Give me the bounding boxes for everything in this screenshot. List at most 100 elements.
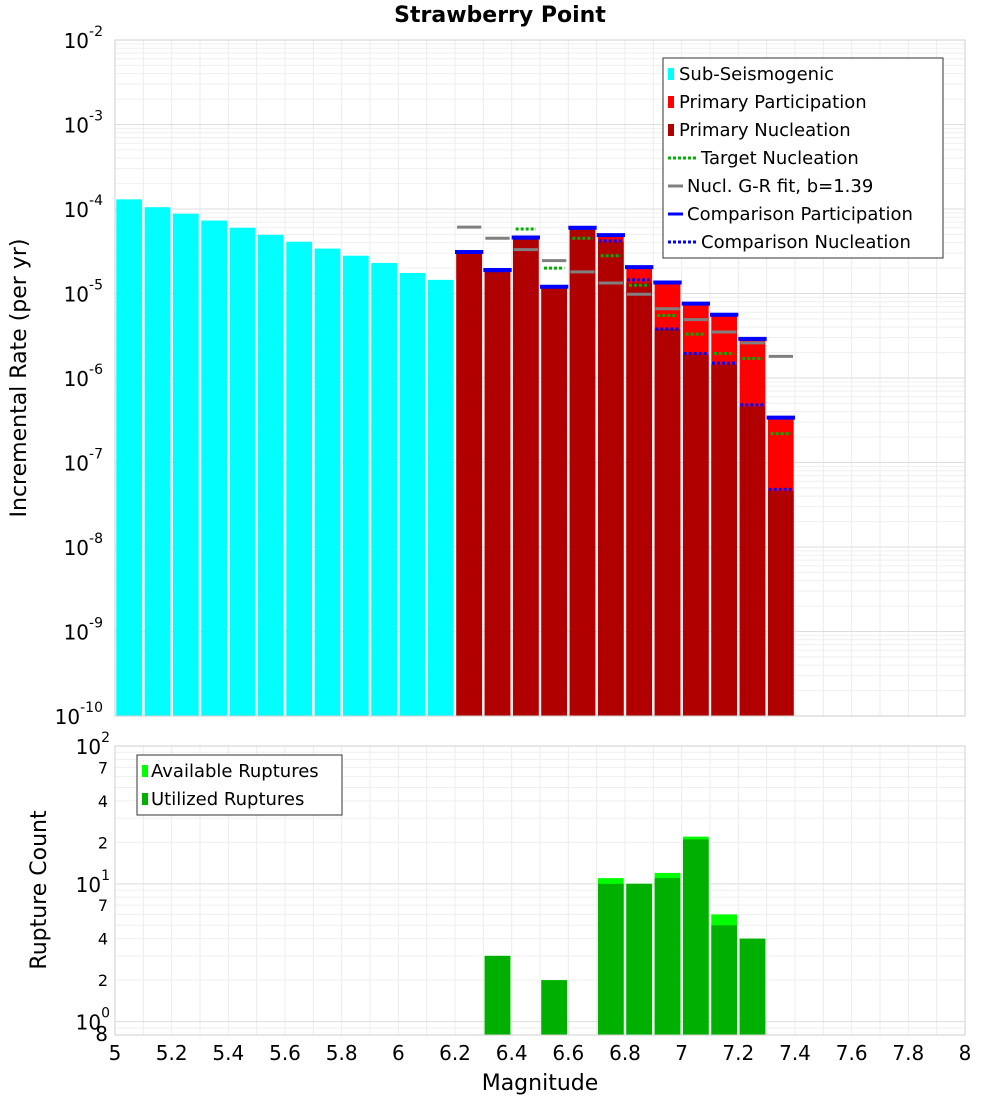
top-y-axis-title: Incremental Rate (per yr) — [7, 239, 32, 518]
sub-seismogenic-bar — [427, 279, 454, 716]
top-legend: Sub-Seismogenic Primary Participation Prim… — [662, 57, 944, 259]
legend-item: Nucl. G-R fit, b=1.39 — [668, 176, 873, 197]
bottom-y-axis-title: Rupture Count — [27, 810, 52, 970]
y-tick-label: 10-7 — [64, 447, 103, 476]
utilized-ruptures-bar — [541, 980, 568, 1035]
x-tick-label: 5.2 — [156, 1041, 188, 1065]
x-tick-label: 5.6 — [269, 1041, 301, 1065]
utilized-ruptures-bar — [711, 925, 738, 1035]
primary-nucleation-bar — [512, 238, 539, 717]
y-tick-label: 2 — [98, 971, 108, 990]
sub-seismogenic-bar — [286, 241, 313, 716]
y-tick-label: 7 — [98, 896, 108, 915]
y-tick-label: 10-4 — [64, 193, 104, 222]
primary-nucleation-bar — [767, 490, 794, 716]
primary-nucleation-bar — [739, 406, 766, 716]
sub-seismogenic-bar — [229, 227, 256, 716]
sub-seismogenic-bar — [371, 262, 398, 716]
y-tick-label: 101 — [76, 868, 110, 897]
utilized-ruptures-bar — [739, 938, 766, 1035]
legend-swatch — [142, 765, 148, 777]
utilized-ruptures-bar — [626, 883, 653, 1035]
sub-seismogenic-bar — [399, 272, 426, 716]
legend-swatch — [668, 124, 674, 136]
legend-item: Target Nucleation — [668, 148, 859, 169]
x-tick-label: 6.2 — [439, 1041, 471, 1065]
legend-label: Primary Nucleation — [679, 120, 851, 141]
y-tick-label: 100 — [76, 1006, 110, 1035]
chart-title: Strawberry Point — [394, 3, 606, 28]
bottom-plot-area: 100 101 102 8 2 4 7 2 4 7 5 5.2 5.4 5.6 5.8 6 6.2 6.4 6.6 6… — [76, 730, 972, 1065]
y-tick-label: 10-6 — [64, 362, 104, 391]
sub-seismogenic-bar — [144, 207, 171, 716]
legend-item: Primary Participation — [668, 92, 867, 113]
legend-label: Sub-Seismogenic — [679, 64, 834, 85]
bottom-legend: Available Ruptures Utilized Ruptures — [136, 754, 343, 816]
sub-seismogenic-bar — [314, 248, 341, 716]
legend-label: Nucl. G-R fit, b=1.39 — [687, 176, 873, 197]
legend-item: Comparison Participation — [668, 204, 913, 225]
primary-nucleation-bar — [682, 354, 709, 716]
x-tick-label: 6.8 — [609, 1041, 641, 1065]
legend-item: Sub-Seismogenic — [668, 64, 834, 85]
sub-seismogenic-bar — [116, 199, 143, 717]
sub-seismogenic-bar — [172, 213, 199, 716]
sub-seismogenic-bar — [201, 220, 228, 716]
legend-label: Utilized Ruptures — [151, 789, 304, 810]
y-tick-label: 10-9 — [64, 616, 103, 645]
legend-label: Target Nucleation — [700, 148, 859, 169]
y-tick-label: 10-5 — [64, 278, 103, 307]
y-tick-label: 10-2 — [64, 24, 103, 53]
primary-nucleation-bar — [711, 364, 738, 716]
sub-seismogenic-bar — [342, 255, 369, 716]
y-tick-label: 102 — [76, 730, 110, 759]
x-tick-label: 5.4 — [212, 1041, 244, 1065]
y-tick-label: 10-8 — [64, 531, 103, 560]
top-plot-frame — [114, 39, 966, 717]
x-tick-label: 7 — [675, 1041, 688, 1065]
legend-label: Primary Participation — [679, 92, 867, 113]
legend-label: Comparison Participation — [687, 204, 913, 225]
x-tick-label: 7.2 — [722, 1041, 754, 1065]
legend-item: Available Ruptures — [142, 761, 319, 782]
primary-nucleation-bar — [654, 329, 681, 716]
x-tick-label: 7.8 — [892, 1041, 924, 1065]
x-tick-label: 5 — [109, 1041, 122, 1065]
y-tick-label: 4 — [98, 792, 108, 811]
y-tick-label: 10-10 — [55, 700, 103, 729]
bottom-gridlines — [114, 745, 966, 1036]
y-tick-label: 7 — [98, 758, 108, 777]
x-tick-label: 8 — [959, 1041, 972, 1065]
y-tick-label: 8 — [95, 1022, 108, 1046]
bottom-legend-box — [136, 754, 343, 816]
x-tick-label: 5.8 — [326, 1041, 358, 1065]
y-tick-label: 10-3 — [64, 109, 103, 138]
x-tick-label: 6 — [392, 1041, 405, 1065]
primary-nucleation-bar — [541, 288, 568, 716]
y-tick-label: 4 — [98, 930, 108, 949]
top-gridlines — [114, 39, 966, 717]
legend-label: Available Ruptures — [151, 761, 319, 782]
primary-nucleation-bar — [626, 282, 653, 716]
x-axis-title: Magnitude — [482, 1071, 599, 1096]
primary-nucleation-bar — [597, 241, 624, 716]
y-tick-label: 2 — [98, 833, 108, 852]
utilized-ruptures-bar — [654, 878, 681, 1035]
x-tick-label: 6.6 — [552, 1041, 584, 1065]
utilized-ruptures-bar — [597, 883, 624, 1035]
primary-nucleation-bar — [569, 228, 596, 716]
primary-nucleation-bar — [456, 253, 483, 716]
legend-item: Utilized Ruptures — [142, 789, 304, 810]
utilized-ruptures-bar — [484, 955, 511, 1035]
legend-label: Comparison Nucleation — [701, 232, 911, 253]
top-legend-box — [662, 57, 944, 259]
primary-nucleation-bar — [484, 270, 511, 716]
x-tick-label: 7.6 — [836, 1041, 868, 1065]
legend-swatch — [668, 68, 674, 80]
legend-item: Primary Nucleation — [668, 120, 851, 141]
sub-seismogenic-bar — [257, 234, 284, 717]
bottom-plot-frame — [114, 745, 966, 1036]
utilized-ruptures-bar — [682, 839, 709, 1035]
x-tick-label: 6.4 — [496, 1041, 528, 1065]
